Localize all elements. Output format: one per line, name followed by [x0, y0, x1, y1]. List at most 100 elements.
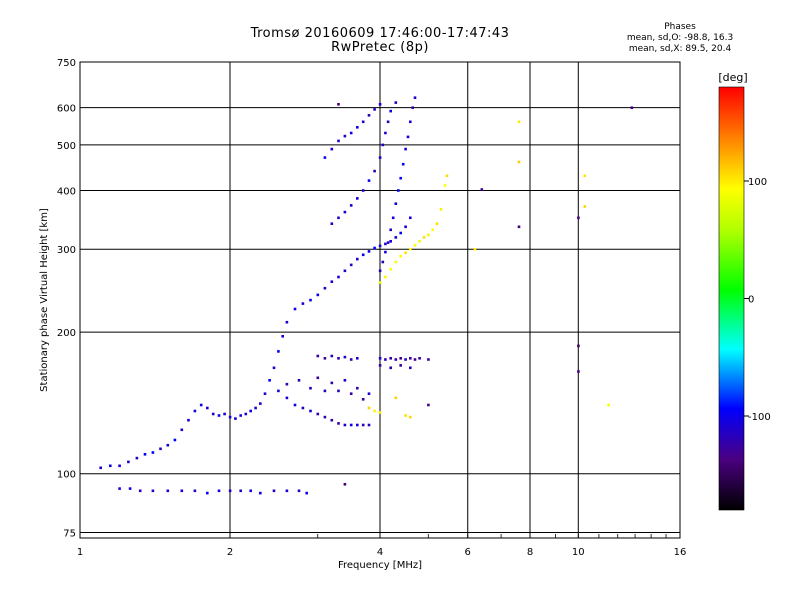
data-point — [409, 357, 412, 360]
data-point — [394, 236, 398, 239]
series — [99, 216, 412, 470]
data-point — [389, 268, 392, 271]
data-point — [239, 489, 242, 493]
series — [337, 103, 634, 486]
y-tick-label: 500 — [57, 141, 76, 152]
data-point — [418, 357, 421, 360]
data-point — [301, 406, 305, 410]
data-point — [228, 415, 232, 419]
data-point — [135, 456, 139, 460]
data-point — [361, 398, 365, 401]
phase-header: Phases — [664, 22, 696, 32]
data-point — [309, 409, 312, 413]
data-point — [394, 101, 398, 104]
data-point — [386, 241, 390, 244]
series — [367, 120, 610, 419]
data-point — [277, 350, 280, 353]
y-tick-label: 300 — [57, 245, 76, 256]
data-point — [443, 184, 447, 187]
data-point — [166, 489, 170, 493]
data-point — [404, 147, 407, 151]
x-tick-label: 8 — [527, 547, 533, 558]
data-point — [118, 487, 121, 490]
data-point — [138, 489, 142, 493]
data-point — [127, 460, 130, 464]
data-point — [367, 114, 371, 117]
data-point — [217, 489, 221, 493]
data-point — [349, 204, 353, 207]
data-point — [187, 418, 190, 422]
data-point — [361, 423, 365, 427]
data-point — [422, 236, 426, 239]
data-point — [577, 216, 580, 220]
chart-subtitle: RwPretec (8p) — [331, 40, 429, 55]
data-point — [99, 466, 102, 470]
data-point — [630, 106, 634, 109]
data-point — [389, 109, 392, 113]
x-axis-ticks: 1 2 4 6 8 10 16 — [77, 534, 687, 558]
data-point — [293, 403, 297, 407]
data-point — [343, 355, 347, 359]
data-point — [151, 489, 155, 493]
x-tick-label: 2 — [227, 547, 233, 558]
data-point — [356, 386, 359, 390]
data-point — [316, 376, 320, 380]
data-point — [418, 240, 421, 243]
data-point — [384, 275, 387, 279]
data-point — [323, 415, 327, 419]
data-point — [323, 389, 327, 393]
data-point — [378, 269, 382, 273]
data-point — [367, 423, 371, 427]
data-point — [323, 156, 327, 159]
data-point — [254, 406, 257, 410]
data-point — [316, 354, 320, 358]
data-point — [397, 189, 400, 192]
y-tick-label: 750 — [57, 58, 76, 69]
data-point — [356, 257, 359, 261]
x-axis-label: Frequency [MHz] — [338, 560, 422, 571]
x-tick-label: 16 — [674, 547, 687, 558]
data-point — [413, 244, 417, 247]
y-tick-label: 600 — [57, 104, 76, 115]
data-point — [409, 216, 412, 220]
data-point — [367, 179, 371, 182]
colorbar-tick-label: 0 — [748, 295, 754, 306]
data-point — [389, 240, 392, 243]
data-point — [259, 402, 262, 405]
data-point — [206, 491, 209, 495]
data-point — [373, 409, 376, 413]
data-point — [343, 210, 347, 214]
series — [378, 96, 417, 273]
data-point — [389, 366, 392, 370]
data-point — [404, 358, 407, 361]
data-point — [384, 242, 387, 246]
data-point — [281, 335, 284, 338]
data-point — [356, 357, 359, 360]
data-point — [367, 250, 371, 253]
data-point — [349, 392, 353, 395]
data-point — [272, 366, 276, 370]
data-point — [349, 358, 353, 361]
data-point — [399, 357, 402, 360]
data-point — [337, 389, 340, 393]
data-point — [268, 379, 271, 382]
data-point — [249, 489, 252, 493]
data-point — [391, 216, 395, 220]
series — [323, 103, 382, 159]
data-point — [378, 357, 382, 360]
data-point — [330, 280, 334, 283]
data-point — [373, 246, 376, 250]
data-point — [159, 447, 162, 451]
data-point — [399, 231, 402, 235]
data-point — [301, 302, 305, 305]
series — [330, 101, 398, 225]
data-point — [427, 233, 430, 237]
data-point — [323, 357, 327, 360]
data-point — [384, 131, 387, 135]
data-point — [309, 298, 312, 302]
data-point — [389, 228, 392, 232]
data-point — [180, 489, 184, 493]
data-point — [409, 366, 412, 370]
data-point — [517, 160, 521, 164]
